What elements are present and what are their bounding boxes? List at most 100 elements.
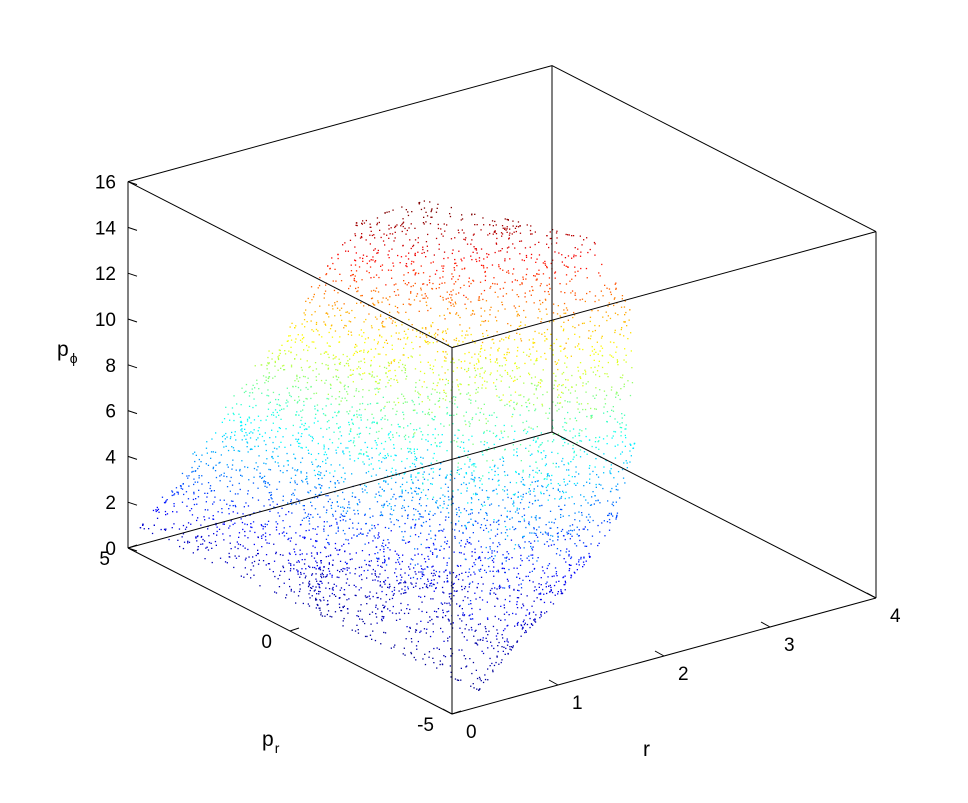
data-point <box>407 586 409 588</box>
data-point <box>461 218 464 220</box>
data-point <box>583 485 585 487</box>
data-point <box>569 430 571 432</box>
data-point <box>422 473 424 475</box>
data-point <box>428 414 431 416</box>
data-point <box>424 341 427 343</box>
data-point <box>563 481 565 483</box>
data-point <box>610 468 612 470</box>
data-point <box>447 297 449 299</box>
data-point <box>301 323 303 325</box>
data-point <box>620 306 623 308</box>
data-point <box>509 232 511 234</box>
data-point <box>504 598 506 601</box>
data-point <box>496 638 498 640</box>
data-point <box>294 380 296 382</box>
data-point <box>541 458 543 460</box>
data-point <box>589 338 592 340</box>
data-point <box>577 366 579 368</box>
data-point <box>462 341 464 343</box>
data-point <box>331 336 334 338</box>
data-point <box>540 598 542 601</box>
data-point <box>401 531 403 533</box>
data-point <box>422 272 425 274</box>
data-point <box>437 507 439 509</box>
data-point <box>443 360 446 362</box>
data-point <box>385 481 387 483</box>
data-point <box>346 311 349 313</box>
data-point <box>535 532 537 535</box>
data-point <box>517 589 519 591</box>
data-point <box>351 422 354 424</box>
data-point <box>335 280 337 282</box>
data-point <box>449 473 452 476</box>
data-point <box>374 553 376 555</box>
data-point <box>492 282 494 285</box>
data-point <box>328 345 330 347</box>
data-point <box>353 437 355 439</box>
data-point <box>490 306 492 308</box>
data-point <box>492 570 494 572</box>
data-point <box>372 417 375 419</box>
data-point <box>479 375 481 378</box>
data-point <box>233 395 235 397</box>
data-point <box>251 388 253 390</box>
data-point <box>380 265 382 267</box>
data-point <box>624 428 626 430</box>
data-point <box>468 521 470 523</box>
data-point <box>268 542 270 544</box>
data-point <box>556 237 558 239</box>
data-point <box>321 485 323 487</box>
data-point <box>466 330 468 332</box>
data-point <box>582 561 585 563</box>
data-point <box>495 635 498 637</box>
data-point <box>411 462 414 465</box>
data-point <box>437 329 439 331</box>
data-point <box>567 255 570 257</box>
data-point <box>248 556 250 558</box>
data-point <box>547 564 549 567</box>
data-point <box>395 469 397 471</box>
data-point <box>369 613 371 615</box>
data-point <box>610 513 613 516</box>
data-point <box>240 421 243 424</box>
data-point <box>300 573 302 575</box>
data-point <box>461 620 463 622</box>
data-point <box>261 392 263 394</box>
data-point <box>485 357 487 359</box>
data-point <box>383 503 385 505</box>
data-point <box>360 574 362 576</box>
data-point <box>513 454 515 456</box>
data-point <box>423 207 426 209</box>
data-point <box>312 566 314 569</box>
data-point <box>450 522 453 524</box>
data-point <box>307 349 309 352</box>
data-point <box>454 301 456 303</box>
data-point <box>319 609 321 611</box>
data-point <box>212 503 214 505</box>
data-point <box>494 474 496 476</box>
data-point <box>315 413 317 415</box>
data-point <box>452 490 454 492</box>
data-point <box>432 498 434 500</box>
data-point <box>266 486 268 488</box>
data-point <box>388 257 390 259</box>
data-point <box>348 584 350 586</box>
data-point <box>380 442 383 445</box>
data-point <box>194 451 196 453</box>
data-point <box>438 287 440 289</box>
data-point <box>238 450 241 452</box>
data-point <box>542 369 544 371</box>
data-point <box>548 494 551 497</box>
data-point <box>287 460 289 462</box>
data-point <box>377 534 379 536</box>
data-point <box>455 590 457 592</box>
data-point <box>369 427 371 429</box>
data-point <box>181 536 183 538</box>
data-point <box>498 479 500 481</box>
data-point <box>321 576 323 579</box>
data-point <box>499 374 501 376</box>
data-point <box>442 296 444 299</box>
data-point <box>378 557 380 559</box>
data-point <box>413 269 415 271</box>
data-point <box>300 472 302 474</box>
